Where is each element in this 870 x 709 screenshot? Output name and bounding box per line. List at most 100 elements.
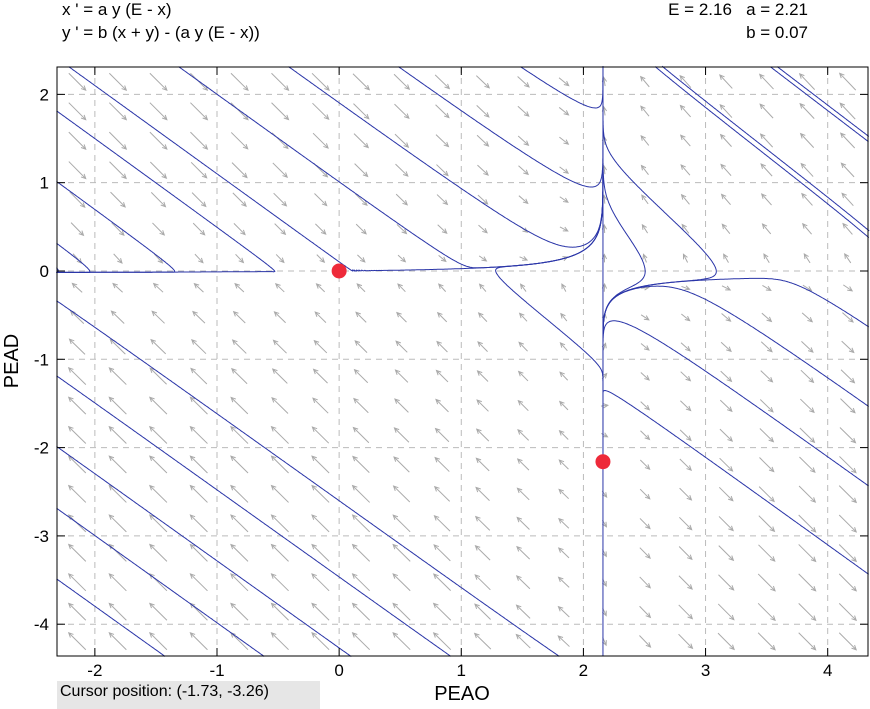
- direction-arrow: [639, 605, 652, 619]
- direction-arrow: [312, 102, 330, 120]
- direction-arrow: [799, 456, 816, 473]
- direction-arrow: [474, 515, 491, 531]
- direction-arrow: [108, 396, 127, 415]
- direction-arrow: [759, 457, 775, 473]
- direction-arrow: [680, 400, 692, 412]
- direction-arrow: [272, 162, 289, 179]
- direction-arrow: [352, 73, 371, 91]
- direction-arrow: [311, 426, 330, 444]
- direction-arrow: [678, 604, 694, 620]
- direction-arrow: [558, 400, 569, 411]
- direction-arrow: [432, 573, 452, 592]
- direction-arrow: [149, 131, 168, 150]
- y-tick-label: -3: [34, 527, 49, 546]
- direction-arrow: [356, 283, 366, 293]
- direction-arrow: [351, 543, 371, 562]
- direction-arrow: [681, 223, 690, 234]
- x-tick-label: -1: [209, 661, 224, 680]
- direction-arrow: [67, 543, 87, 562]
- direction-arrow: [475, 457, 490, 472]
- direction-arrow: [230, 455, 249, 474]
- direction-arrow: [437, 224, 448, 234]
- direction-arrow: [272, 339, 287, 354]
- direction-arrow: [679, 516, 693, 531]
- direction-arrow: [678, 633, 694, 650]
- direction-arrow: [190, 161, 208, 179]
- direction-arrow: [67, 367, 87, 385]
- direction-arrow: [271, 368, 288, 384]
- direction-arrow: [720, 163, 732, 177]
- direction-arrow: [717, 632, 735, 651]
- direction-arrow: [601, 432, 609, 438]
- direction-arrow: [476, 134, 490, 147]
- direction-arrow: [110, 310, 125, 324]
- direction-arrow: [718, 486, 734, 502]
- direction-arrow: [353, 103, 370, 120]
- direction-arrow: [841, 192, 854, 207]
- direction-arrow: [392, 632, 411, 651]
- direction-arrow: [112, 282, 123, 293]
- direction-arrow: [69, 310, 85, 325]
- direction-arrow: [720, 341, 732, 353]
- direction-arrow: [357, 254, 366, 263]
- direction-arrow: [803, 253, 811, 264]
- direction-arrow: [477, 164, 489, 176]
- direction-arrow: [271, 72, 290, 91]
- direction-arrow: [678, 546, 693, 561]
- direction-arrow: [311, 514, 330, 533]
- direction-arrow: [395, 193, 409, 206]
- direction-arrow: [67, 573, 87, 592]
- direction-arrow: [798, 73, 816, 90]
- direction-arrow: [559, 342, 568, 351]
- direction-arrow: [150, 338, 167, 355]
- direction-arrow: [149, 161, 168, 179]
- y-tick-label: -4: [34, 615, 49, 634]
- direction-arrow: [517, 105, 530, 117]
- direction-arrow: [68, 102, 87, 121]
- direction-arrow: [761, 312, 773, 323]
- direction-arrow: [840, 398, 856, 414]
- direction-arrow: [720, 370, 733, 383]
- direction-arrow: [640, 372, 650, 381]
- direction-arrow: [559, 196, 569, 203]
- trajectory: [654, 66, 870, 238]
- direction-arrow: [148, 396, 168, 415]
- direction-arrow: [718, 574, 735, 591]
- trajectory: [661, 65, 870, 232]
- direction-arrow: [351, 632, 371, 651]
- direction-arrow: [516, 487, 530, 501]
- direction-arrow: [270, 543, 289, 562]
- direction-arrow: [397, 254, 407, 263]
- direction-arrow: [478, 224, 488, 234]
- direction-arrow: [275, 254, 285, 264]
- direction-arrow: [311, 72, 330, 91]
- trajectory: [602, 277, 870, 463]
- direction-arrow: [475, 428, 490, 442]
- direction-arrow: [189, 514, 208, 533]
- direction-arrow: [312, 132, 329, 149]
- direction-arrow: [839, 456, 857, 474]
- trajectory: [68, 66, 604, 272]
- y-axis-label: PEAD: [1, 334, 23, 388]
- direction-arrow: [639, 547, 651, 559]
- direction-arrow: [476, 370, 489, 382]
- direction-arrow: [109, 161, 127, 180]
- direction-arrow: [758, 544, 776, 562]
- direction-arrow: [149, 602, 168, 621]
- direction-arrow: [71, 282, 83, 293]
- direction-arrow: [475, 75, 491, 89]
- direction-arrow: [152, 282, 164, 293]
- direction-arrow: [798, 573, 817, 592]
- direction-arrow: [230, 632, 249, 651]
- direction-arrow: [230, 132, 249, 150]
- direction-arrow: [719, 457, 734, 472]
- direction-arrow: [721, 313, 732, 322]
- direction-arrow: [519, 255, 529, 261]
- direction-arrow: [353, 368, 369, 384]
- direction-arrow: [231, 367, 248, 385]
- direction-arrow: [149, 425, 168, 444]
- direction-arrow: [721, 223, 731, 234]
- direction-arrow: [354, 163, 369, 178]
- direction-arrow: [67, 396, 87, 415]
